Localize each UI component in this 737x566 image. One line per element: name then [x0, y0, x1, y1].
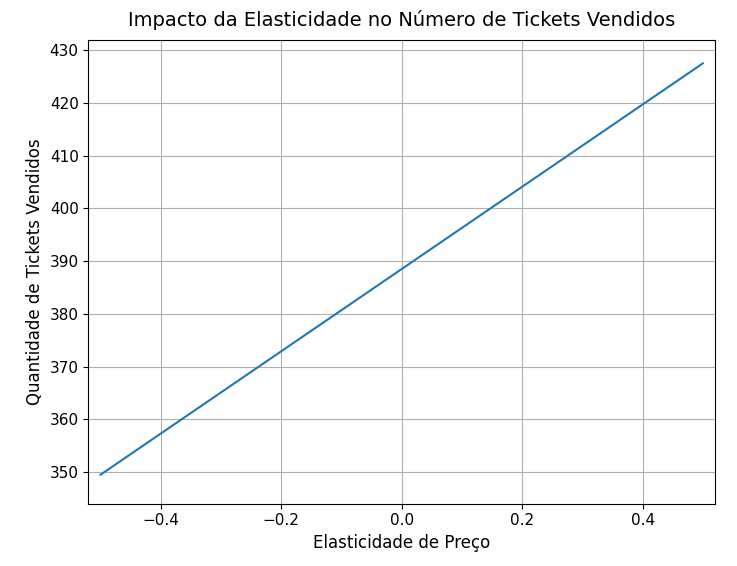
- X-axis label: Elasticidade de Preço: Elasticidade de Preço: [313, 534, 490, 552]
- Title: Impacto da Elasticidade no Número de Tickets Vendidos: Impacto da Elasticidade no Número de Tic…: [128, 10, 675, 30]
- Y-axis label: Quantidade de Tickets Vendidos: Quantidade de Tickets Vendidos: [26, 138, 44, 405]
